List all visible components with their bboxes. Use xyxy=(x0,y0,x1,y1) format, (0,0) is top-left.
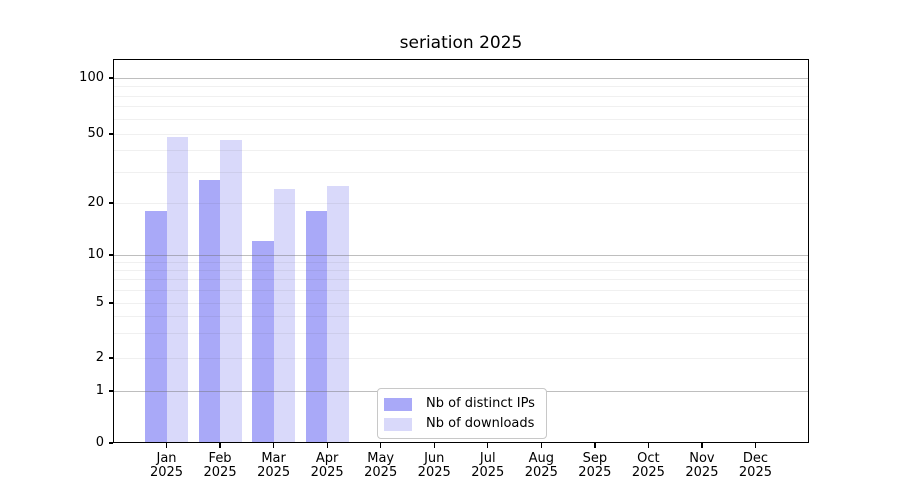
bar-nb-of-distinct-ips-jan xyxy=(145,210,167,443)
x-tick xyxy=(647,443,650,448)
gridline-minor xyxy=(113,261,809,263)
bar-nb-of-downloads-apr xyxy=(327,186,349,443)
gridline-minor xyxy=(113,279,809,281)
y-tick xyxy=(108,390,113,392)
bar-nb-of-distinct-ips-apr xyxy=(305,210,328,443)
x-tick xyxy=(540,443,542,448)
x-tick xyxy=(487,443,489,448)
y-tick-label: 20 xyxy=(87,195,104,210)
y-tick-label: 2 xyxy=(95,350,104,365)
y-tick xyxy=(108,77,113,79)
y-tick xyxy=(108,302,113,304)
gridline-minor xyxy=(113,315,809,317)
y-tick-label: 100 xyxy=(79,70,104,85)
y-tick-label: 1 xyxy=(95,383,104,398)
legend: Nb of distinct IPs Nb of downloads xyxy=(377,388,547,439)
x-tick xyxy=(701,443,703,448)
x-tick-label: Oct 2025 xyxy=(631,451,665,480)
gridline-minor xyxy=(113,333,809,335)
y-tick-label: 10 xyxy=(87,247,104,262)
x-tick-label: Sep 2025 xyxy=(578,451,612,480)
gridline-minor xyxy=(113,302,809,304)
chart-title: seriation 2025 xyxy=(399,33,523,53)
y-tick xyxy=(108,442,113,444)
legend-label: Nb of downloads xyxy=(426,416,535,431)
legend-item-nb-of-distinct-ips: Nb of distinct IPs xyxy=(378,394,546,414)
gridline-minor xyxy=(113,150,809,152)
x-tick xyxy=(594,443,596,448)
legend-swatch-nb-of-downloads xyxy=(384,417,412,431)
x-tick xyxy=(433,443,435,448)
x-tick xyxy=(326,443,328,448)
x-tick-label: Mar 2025 xyxy=(257,451,291,480)
y-tick xyxy=(108,202,113,204)
gridline-minor xyxy=(113,171,809,173)
gridline-minor xyxy=(113,202,809,204)
x-tick-label: Jan 2025 xyxy=(149,451,184,480)
y-tick xyxy=(108,357,113,359)
gridline-minor xyxy=(113,357,809,359)
x-tick-label: Jul 2025 xyxy=(471,451,505,480)
x-tick-label: Dec 2025 xyxy=(738,451,772,480)
gridline-minor xyxy=(113,133,809,135)
y-tick xyxy=(108,133,113,135)
bar-nb-of-downloads-mar xyxy=(273,189,296,443)
gridline-minor xyxy=(113,86,809,87)
gridline-minor xyxy=(113,269,809,271)
plot-area xyxy=(113,59,809,443)
x-tick xyxy=(165,443,168,448)
legend-item-nb-of-downloads: Nb of downloads xyxy=(378,414,546,434)
x-tick xyxy=(754,443,757,448)
legend-label: Nb of distinct IPs xyxy=(426,396,535,411)
y-tick xyxy=(108,254,113,256)
x-tick xyxy=(273,443,275,448)
x-tick-label: Feb 2025 xyxy=(203,451,237,480)
bar-nb-of-distinct-ips-mar xyxy=(252,241,274,443)
y-tick-label: 0 xyxy=(95,435,104,450)
x-tick-label: Jun 2025 xyxy=(417,451,451,480)
y-tick-label: 5 xyxy=(95,295,104,310)
x-tick-label: Apr 2025 xyxy=(310,451,344,480)
gridline-minor xyxy=(113,106,809,108)
gridline-minor xyxy=(113,95,809,97)
x-tick-label: Aug 2025 xyxy=(524,451,558,480)
gridline-minor xyxy=(113,289,809,291)
legend-swatch-nb-of-distinct-ips xyxy=(384,397,412,411)
bar-nb-of-distinct-ips-feb xyxy=(198,180,221,443)
gridline-major xyxy=(113,254,809,256)
y-tick-label: 50 xyxy=(87,126,104,141)
bar-nb-of-downloads-jan xyxy=(166,137,189,443)
gridline-major xyxy=(113,77,809,79)
bar-nb-of-downloads-feb xyxy=(220,140,242,443)
x-tick xyxy=(219,443,221,448)
x-tick-label: May 2025 xyxy=(364,451,398,480)
x-tick-label: Nov 2025 xyxy=(685,451,719,480)
gridline-minor xyxy=(113,118,809,120)
x-tick xyxy=(380,443,382,448)
